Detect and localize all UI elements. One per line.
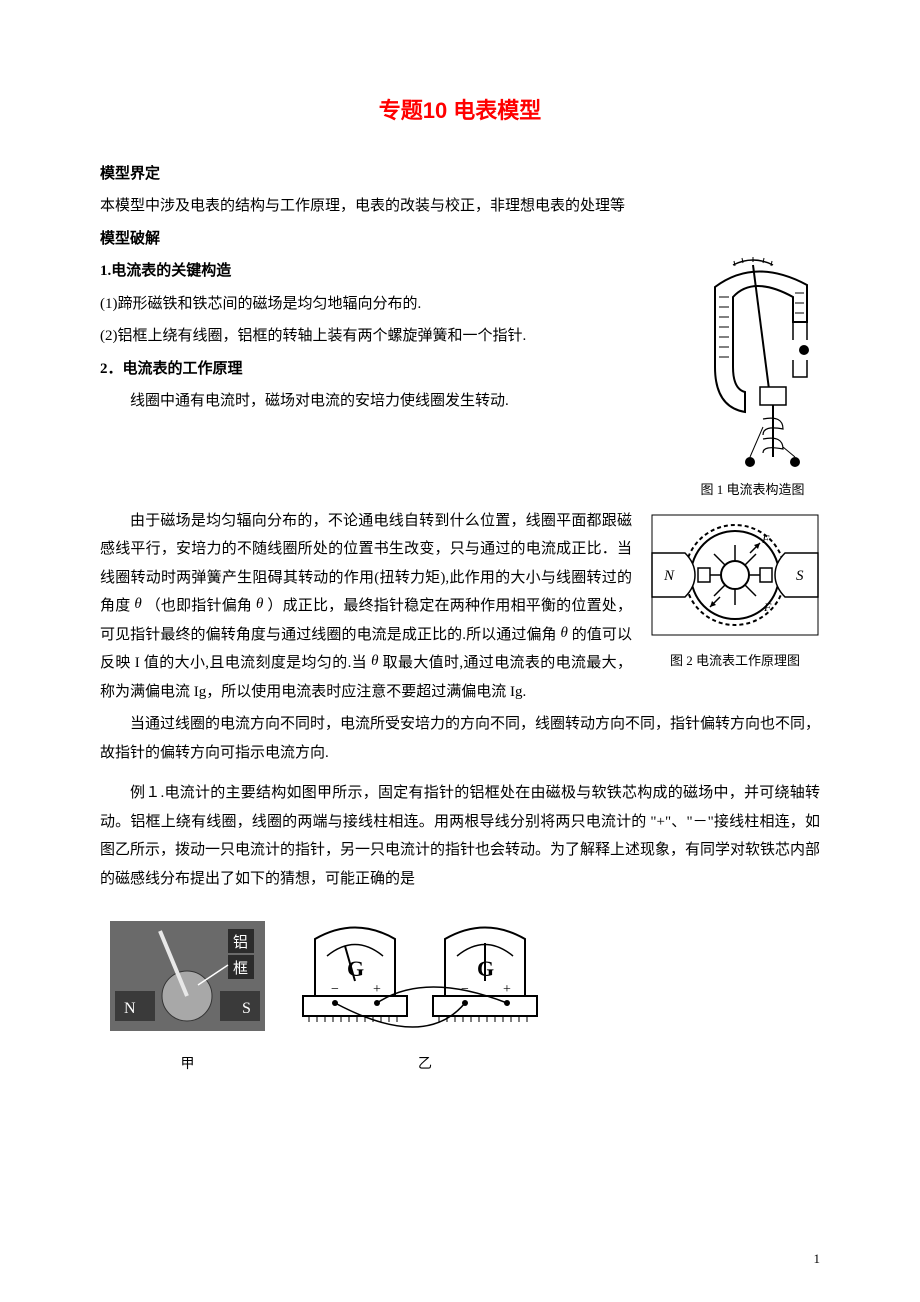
svg-text:N: N — [663, 568, 675, 584]
meter1-plus: + — [373, 982, 381, 997]
label-kuang: 框 — [233, 960, 248, 977]
page-title: 专题10 电表模型 — [100, 90, 820, 132]
meter1-minus: − — [331, 982, 339, 997]
figure-1-structure: 图 1 电流表构造图 — [685, 257, 820, 503]
label-jia: 甲 — [110, 1052, 265, 1079]
model-definition-text: 本模型中涉及电表的结构与工作原理，电表的改装与校正，非理想电表的处理等 — [100, 192, 820, 221]
label-lv: 铝 — [233, 934, 248, 951]
figure-1-caption: 图 1 电流表构造图 — [685, 478, 820, 503]
meter1-g: G — [347, 956, 364, 981]
figure-yi: G − + — [295, 911, 555, 1078]
theta-4: θ — [371, 653, 378, 669]
figure-jia: N S 铝 框 甲 — [110, 921, 265, 1078]
meter2-plus: + — [503, 982, 511, 997]
svg-text:F: F — [761, 532, 770, 546]
svg-text:F: F — [763, 600, 772, 614]
theta-3: θ — [560, 625, 567, 641]
pole-n: N — [124, 1000, 136, 1017]
theta-1: θ — [134, 596, 141, 612]
pole-s: S — [242, 1000, 251, 1017]
label-yi: 乙 — [295, 1052, 555, 1079]
figure-2-principle: N S F F 图 2 电流表工作原理图 — [650, 513, 820, 674]
theta-2: θ — [256, 596, 263, 612]
heading-model-definition: 模型界定 — [100, 160, 820, 189]
svg-text:S: S — [796, 568, 804, 584]
s2-p2b: （也即指针偏角 — [146, 598, 256, 614]
meter2-g: G — [477, 956, 494, 981]
s2-p3: 当通过线圈的电流方向不同时，电流所受安培力的方向不同，线圈转动方向不同，指针偏转… — [100, 710, 820, 767]
figure-2-caption: 图 2 电流表工作原理图 — [650, 649, 820, 674]
page-number: 1 — [814, 1247, 821, 1272]
example-figures: N S 铝 框 甲 G — [110, 911, 820, 1078]
example-1-text: 例１.电流计的主要结构如图甲所示，固定有指针的铝框处在由磁极与软铁芯构成的磁场中… — [100, 779, 820, 893]
heading-model-solve: 模型破解 — [100, 225, 820, 254]
